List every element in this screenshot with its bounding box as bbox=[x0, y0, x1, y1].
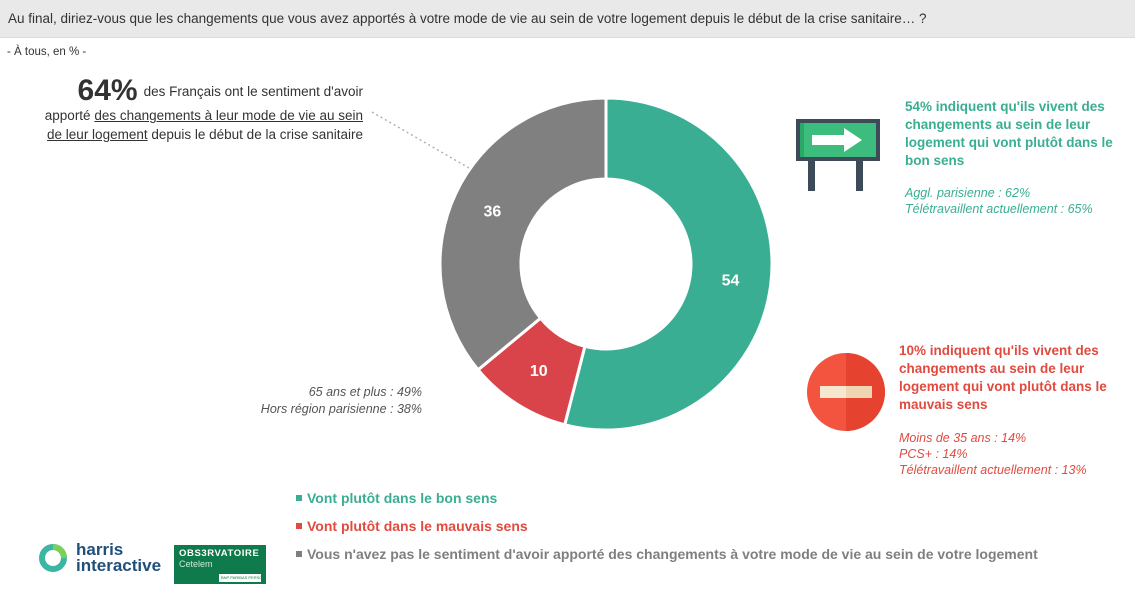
headline-block: 64% des Français ont le sentiment d'avoir… bbox=[40, 76, 363, 144]
donut-slice-none bbox=[438, 96, 608, 372]
headline-text-underlined: des changements à leur mode de vie au se… bbox=[47, 108, 363, 142]
base-note: - À tous, en % - bbox=[7, 46, 87, 58]
legend-swatch-bad bbox=[296, 523, 302, 529]
harris-ring-icon bbox=[39, 544, 67, 572]
observatoire-sub: Cetelem bbox=[179, 559, 213, 569]
donut-label-bad: 10 bbox=[530, 363, 548, 380]
harris-word-2: interactive bbox=[76, 556, 162, 575]
legend-label-bad: Vont plutôt dans le mauvais sens bbox=[307, 518, 528, 534]
donut-label-good: 54 bbox=[722, 273, 740, 290]
question-text: Au final, diriez-vous que les changement… bbox=[8, 11, 927, 26]
legend-item-bad: Vont plutôt dans le mauvais sens bbox=[296, 518, 528, 534]
legend-item-none: Vous n'avez pas le sentiment d'avoir app… bbox=[296, 546, 1038, 562]
legend-swatch-none bbox=[296, 551, 302, 557]
good-note-1: Aggl. parisienne : 62% bbox=[905, 186, 1031, 200]
good-note-2: Télétravaillent actuellement : 65% bbox=[905, 202, 1093, 216]
observatoire-foot: BNP PARIBAS PERSONAL FINANCE bbox=[219, 574, 261, 582]
headline-percent: 64% bbox=[77, 74, 138, 107]
bad-note-3: Télétravaillent actuellement : 13% bbox=[899, 463, 1087, 477]
observatoire-title: OBS3RVATOIRE bbox=[179, 548, 260, 559]
no-entry-icon bbox=[807, 353, 885, 431]
bad-sense-headline: 10% indiquent qu'ils vivent des changeme… bbox=[899, 343, 1107, 412]
donut-slice-good bbox=[562, 96, 774, 432]
bad-sense-notes: Moins de 35 ans : 14% PCS+ : 14% Télétra… bbox=[899, 430, 1087, 478]
left-note: 65 ans et plus : 49% Hors région parisie… bbox=[200, 384, 422, 418]
donut-chart: 54 10 36 bbox=[438, 96, 774, 432]
good-sense-headline: 54% indiquent qu'ils vivent des changeme… bbox=[905, 99, 1113, 168]
harris-word-1: harris bbox=[76, 540, 124, 559]
question-bar: Au final, diriez-vous que les changement… bbox=[0, 0, 1135, 38]
harris-interactive-logo: harris interactive bbox=[38, 540, 162, 575]
legend-label-good: Vont plutôt dans le bon sens bbox=[307, 490, 498, 506]
observatoire-cetelem-logo: OBS3RVATOIRE Cetelem BNP PARIBAS PERSONA… bbox=[174, 545, 266, 584]
headline-text-part1: des Français ont le sentiment d'avoir ap… bbox=[44, 84, 363, 123]
headline-text-part2: depuis le début de la crise sanitaire bbox=[147, 127, 363, 142]
left-note-line-1: 65 ans et plus : 49% bbox=[308, 385, 422, 399]
harris-wordmark: harris interactive bbox=[76, 540, 162, 575]
left-note-line-2: Hors région parisienne : 38% bbox=[260, 402, 422, 416]
bad-note-2: PCS+ : 14% bbox=[899, 447, 968, 461]
legend-label-none: Vous n'avez pas le sentiment d'avoir app… bbox=[307, 546, 1038, 562]
legend-swatch-good bbox=[296, 495, 302, 501]
arrow-sign-icon bbox=[796, 119, 880, 191]
legend-item-good: Vont plutôt dans le bon sens bbox=[296, 490, 497, 506]
good-sense-notes: Aggl. parisienne : 62% Télétravaillent a… bbox=[905, 185, 1093, 217]
donut-label-none: 36 bbox=[484, 204, 502, 221]
bad-note-1: Moins de 35 ans : 14% bbox=[899, 431, 1027, 445]
